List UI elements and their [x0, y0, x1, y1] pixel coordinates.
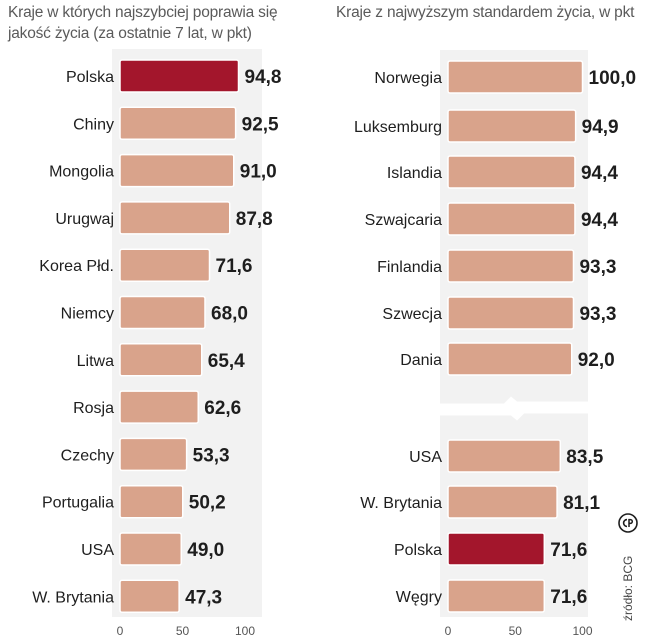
bar-1-9 [119, 437, 188, 472]
axis-break [438, 396, 590, 421]
bar-2-3 [447, 155, 576, 189]
bar-2-4 [447, 202, 576, 236]
value-label: 93,3 [579, 304, 616, 325]
category-label: Węgry [396, 589, 442, 606]
x-tick-label: 100 [572, 624, 592, 638]
bar-2-7 [447, 342, 573, 376]
x-tick-label: 50 [176, 624, 190, 638]
cp-logo-icon [618, 513, 638, 533]
source-text: źródło: BCG [621, 555, 635, 621]
bar-2-2 [447, 109, 577, 143]
category-label: W. Brytania [32, 589, 114, 606]
category-label: Czechy [61, 447, 114, 464]
value-label: 94,4 [581, 163, 618, 184]
value-label: 100,0 [589, 68, 637, 89]
value-label: 81,1 [563, 493, 600, 514]
right-chart-title: Kraje z najwyższym standardem życia, w p… [336, 4, 635, 21]
value-label: 53,3 [193, 445, 230, 466]
category-label: USA [81, 542, 114, 559]
category-label: USA [409, 449, 442, 466]
x-tick-label: 50 [509, 624, 523, 638]
plot-background-1 [112, 49, 262, 617]
bar-2-1 [447, 60, 584, 94]
bar-1-10 [119, 484, 184, 519]
category-label: Niemcy [61, 306, 114, 323]
value-label: 71,6 [550, 587, 587, 608]
value-label: 91,0 [240, 162, 277, 183]
category-label: Islandia [387, 165, 442, 182]
category-label: Korea Płd. [39, 258, 114, 275]
category-label: Szwajcaria [365, 212, 442, 229]
bar-1-2 [119, 106, 237, 141]
bar-2-6 [447, 296, 575, 330]
value-label: 92,5 [242, 114, 279, 135]
value-label: 71,6 [216, 256, 253, 277]
bar-1-7 [119, 343, 203, 377]
category-label: Dania [400, 352, 442, 369]
bar-1-8 [119, 390, 199, 424]
value-label: 62,6 [204, 398, 241, 419]
value-label: 92,0 [578, 350, 615, 371]
value-label: 94,8 [245, 67, 282, 88]
x-tick-label: 0 [117, 624, 124, 638]
plot-background-2 [440, 50, 588, 617]
value-label: 83,5 [566, 447, 603, 468]
bar-1-5 [119, 248, 211, 282]
category-label: Portugalia [42, 495, 114, 512]
value-label: 47,3 [185, 587, 222, 608]
value-label: 68,0 [211, 304, 248, 325]
value-label: 94,4 [581, 210, 618, 231]
category-label: Mongolia [49, 164, 114, 181]
highlight-bar-1-1 [119, 59, 240, 93]
bar-1-11 [119, 532, 182, 566]
value-label: 65,4 [208, 351, 245, 372]
category-label: Szwecja [382, 306, 442, 323]
bar-2-11 [447, 579, 546, 613]
highlight-bar-2-10 [447, 532, 546, 566]
bar-1-4 [119, 201, 231, 235]
bar-1-3 [119, 153, 235, 188]
value-label: 93,3 [579, 257, 616, 278]
bar-2-8 [447, 439, 562, 473]
category-label: Urugwaj [55, 211, 114, 228]
category-label: Rosja [73, 400, 114, 417]
bar-1-6 [119, 295, 206, 330]
category-label: Polska [66, 69, 114, 86]
value-label: 71,6 [550, 540, 587, 561]
value-label: 49,0 [187, 540, 224, 561]
bar-1-12 [119, 579, 180, 614]
left-chart-title: Kraje w których najszybciej poprawia się… [8, 4, 278, 42]
value-label: 87,8 [236, 209, 273, 230]
x-tick-label: 100 [235, 624, 255, 638]
bar-2-5 [447, 249, 575, 283]
value-label: 50,2 [189, 493, 226, 514]
category-label: Polska [394, 542, 442, 559]
category-label: Luksemburg [354, 119, 442, 136]
source-note: źródło: BCG [615, 520, 641, 635]
value-label: 94,9 [582, 117, 619, 138]
category-label: Finlandia [377, 259, 442, 276]
category-label: Litwa [77, 353, 114, 370]
x-tick-label: 0 [445, 624, 452, 638]
bar-2-9 [447, 485, 558, 519]
category-label: Chiny [73, 116, 114, 133]
category-label: Norwegia [374, 70, 442, 87]
category-label: W. Brytania [360, 495, 442, 512]
